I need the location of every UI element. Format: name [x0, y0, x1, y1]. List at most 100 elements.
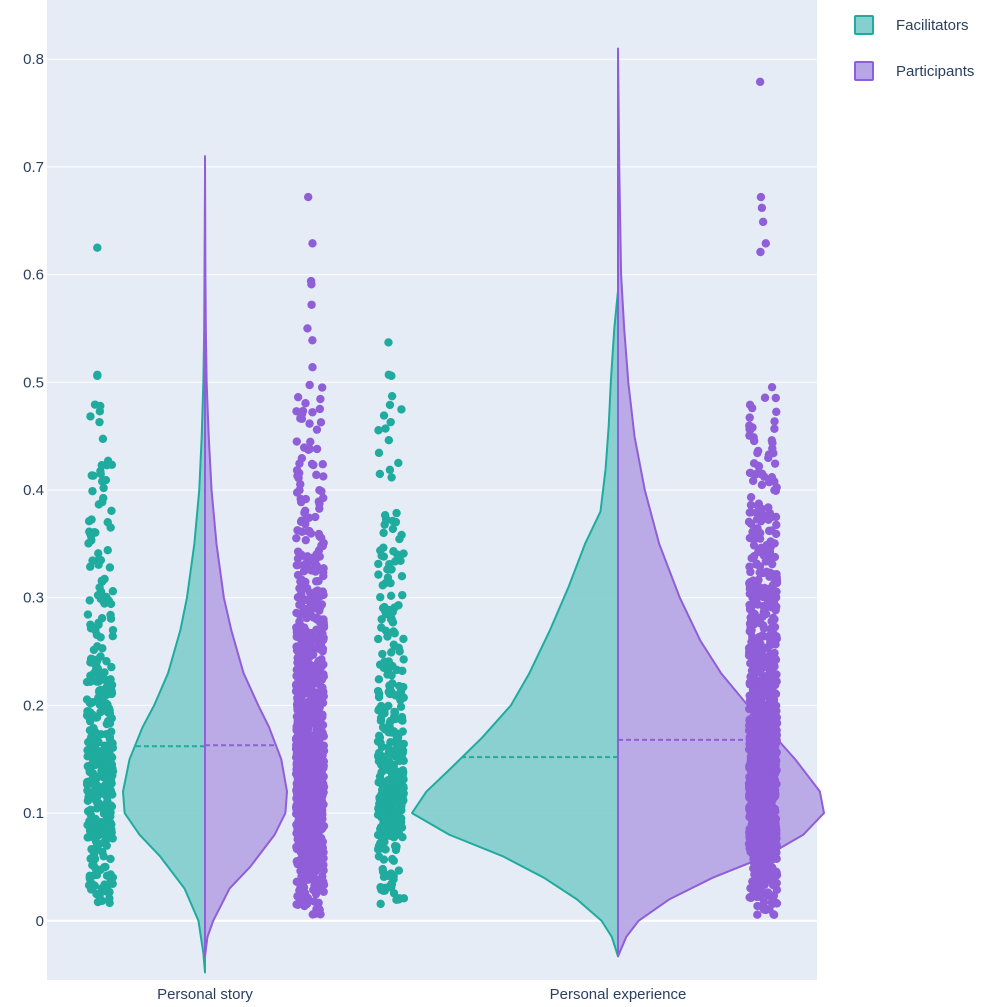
data-point	[387, 473, 396, 482]
data-point	[297, 587, 306, 596]
data-point	[746, 744, 756, 754]
data-point	[318, 541, 328, 551]
data-point	[310, 602, 319, 611]
data-point	[755, 691, 764, 700]
data-point	[313, 759, 323, 768]
data-point	[749, 436, 759, 446]
data-point	[87, 471, 97, 480]
data-point	[314, 625, 324, 634]
data-point	[301, 494, 311, 504]
outlier-point	[761, 239, 770, 248]
legend-item-participants[interactable]: Participants	[854, 61, 974, 81]
data-point	[293, 392, 303, 402]
data-point	[301, 399, 310, 408]
data-point	[771, 486, 781, 495]
data-point	[89, 645, 99, 655]
data-point	[91, 728, 101, 737]
data-point	[92, 792, 102, 802]
data-point	[399, 693, 408, 702]
data-point	[94, 749, 103, 758]
data-point	[397, 572, 407, 581]
data-point	[299, 861, 308, 870]
data-point	[316, 775, 326, 784]
outlier-point	[308, 239, 317, 248]
data-point	[293, 773, 302, 782]
data-point	[88, 556, 97, 565]
data-point	[759, 898, 769, 907]
data-point	[755, 709, 765, 718]
legend[interactable]: Facilitators Participants	[854, 15, 974, 81]
data-point	[746, 492, 756, 502]
data-point	[303, 633, 312, 643]
data-point	[745, 645, 754, 654]
data-point	[764, 855, 774, 864]
data-point	[399, 549, 408, 558]
data-point	[293, 547, 303, 556]
data-point	[319, 782, 329, 791]
data-point	[311, 826, 320, 835]
data-point	[771, 898, 780, 907]
data-point	[374, 426, 383, 435]
data-point	[297, 872, 306, 881]
data-point	[748, 576, 758, 585]
data-point	[748, 685, 758, 695]
x-tick-label: Personal story	[157, 986, 253, 1003]
data-point	[377, 759, 386, 768]
data-point	[753, 910, 762, 919]
data-point	[302, 739, 311, 748]
data-point	[308, 847, 317, 856]
data-point	[770, 622, 780, 632]
data-point	[373, 686, 383, 696]
data-point	[107, 506, 116, 516]
data-point	[293, 554, 303, 563]
data-point	[767, 526, 776, 535]
data-point	[315, 592, 325, 601]
data-point	[390, 629, 399, 638]
data-point	[105, 871, 114, 881]
data-point	[758, 632, 767, 641]
data-point	[378, 581, 387, 590]
data-point	[317, 748, 327, 758]
outlier-point	[93, 371, 102, 381]
legend-item-facilitators[interactable]: Facilitators	[854, 15, 969, 35]
data-point	[302, 659, 311, 669]
data-point	[374, 750, 383, 759]
data-point	[388, 832, 398, 841]
data-point	[397, 715, 406, 725]
data-point	[750, 662, 759, 672]
data-point	[387, 671, 396, 680]
data-point	[98, 577, 107, 586]
data-point	[102, 761, 111, 770]
data-point	[756, 547, 765, 557]
data-point	[304, 526, 314, 536]
data-point	[301, 515, 310, 524]
data-point	[394, 601, 403, 610]
y-tick-label: 0.8	[23, 51, 44, 68]
data-point	[102, 592, 111, 602]
data-point	[745, 468, 755, 478]
data-point	[101, 831, 110, 841]
data-point	[105, 789, 115, 799]
data-point	[392, 895, 401, 905]
data-point	[747, 423, 757, 433]
data-point	[767, 512, 777, 522]
data-point	[385, 465, 395, 475]
data-point	[312, 444, 322, 454]
data-point	[297, 527, 307, 536]
data-point	[744, 726, 754, 735]
data-point	[390, 642, 399, 651]
data-point	[83, 610, 93, 619]
data-point	[85, 874, 95, 883]
data-point	[94, 618, 103, 627]
data-point	[748, 718, 758, 728]
data-point	[296, 819, 306, 828]
data-point	[393, 733, 403, 742]
data-point	[395, 740, 405, 750]
data-point	[301, 577, 310, 587]
data-point	[388, 777, 397, 786]
data-point	[375, 839, 385, 848]
data-point	[747, 826, 757, 836]
data-point	[745, 584, 755, 594]
data-point	[381, 424, 390, 433]
data-point	[101, 805, 110, 814]
